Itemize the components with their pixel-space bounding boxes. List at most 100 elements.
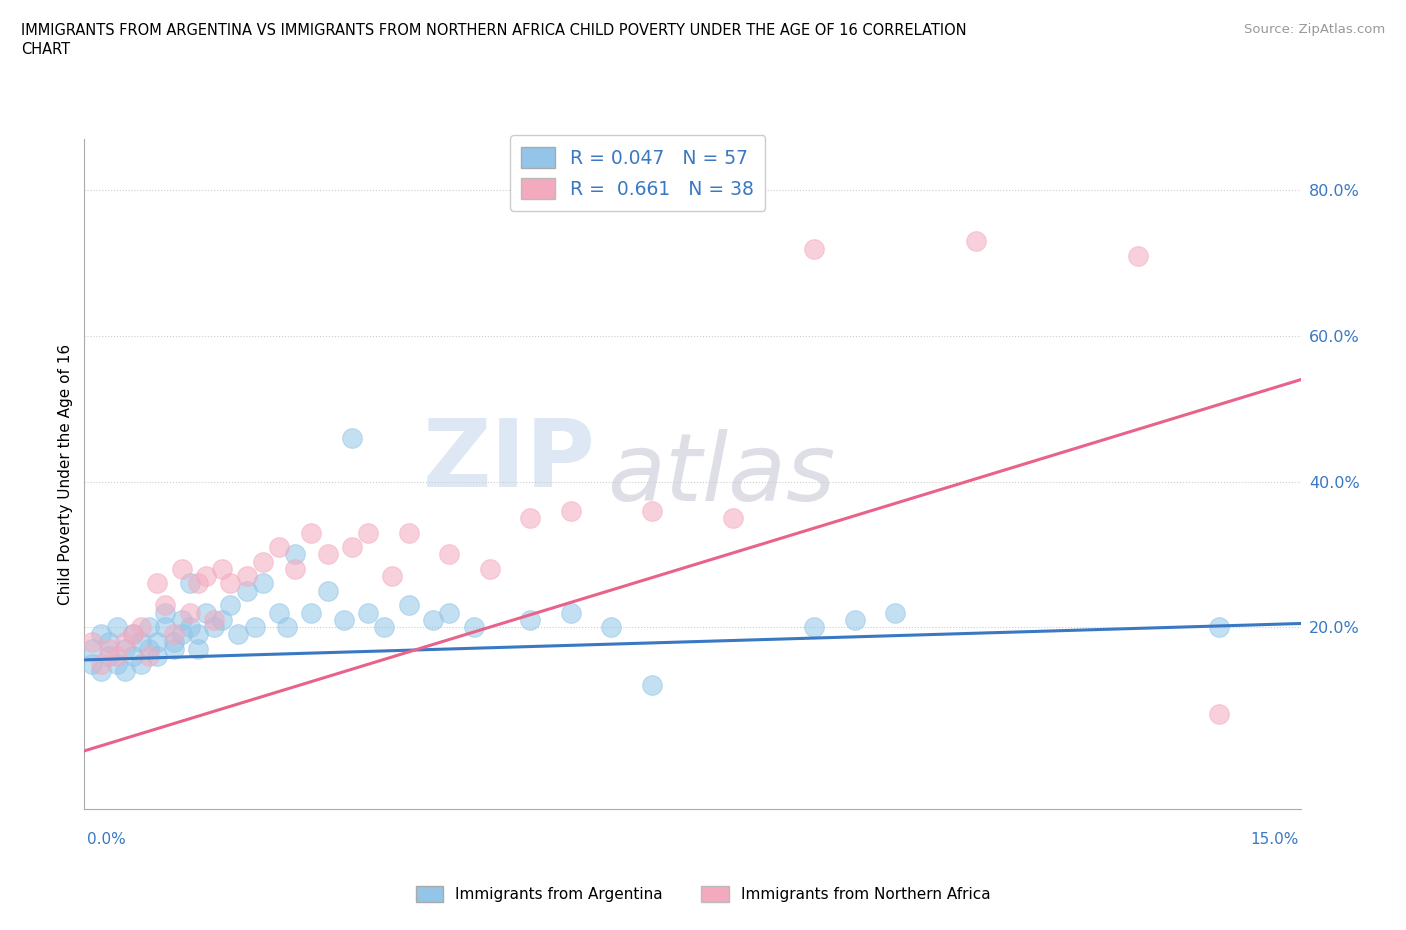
Point bbox=[90, 656, 112, 671]
Point bbox=[252, 576, 274, 591]
Legend: R = 0.047   N = 57, R =  0.661   N = 38: R = 0.047 N = 57, R = 0.661 N = 38 bbox=[510, 136, 765, 211]
Point bbox=[243, 619, 266, 634]
Point bbox=[114, 634, 136, 649]
Point bbox=[1208, 707, 1230, 722]
Point bbox=[267, 605, 290, 620]
Point bbox=[187, 576, 209, 591]
Text: CHART: CHART bbox=[21, 42, 70, 57]
Point bbox=[721, 511, 744, 525]
Point bbox=[138, 649, 160, 664]
Point bbox=[211, 562, 233, 577]
Point bbox=[146, 576, 169, 591]
Point bbox=[560, 605, 582, 620]
Point bbox=[122, 649, 145, 664]
Point bbox=[228, 627, 250, 642]
Y-axis label: Child Poverty Under the Age of 16: Child Poverty Under the Age of 16 bbox=[58, 344, 73, 604]
Text: IMMIGRANTS FROM ARGENTINA VS IMMIGRANTS FROM NORTHERN AFRICA CHILD POVERTY UNDER: IMMIGRANTS FROM ARGENTINA VS IMMIGRANTS … bbox=[21, 23, 967, 38]
Point bbox=[284, 547, 307, 562]
Point bbox=[187, 642, 209, 657]
Point bbox=[1128, 248, 1150, 263]
Point bbox=[357, 605, 380, 620]
Point bbox=[519, 613, 541, 628]
Point bbox=[170, 627, 193, 642]
Point bbox=[146, 634, 169, 649]
Point bbox=[641, 503, 664, 518]
Point bbox=[97, 634, 120, 649]
Point bbox=[600, 619, 623, 634]
Point bbox=[340, 539, 363, 554]
Point bbox=[398, 598, 420, 613]
Point bbox=[316, 583, 339, 598]
Point bbox=[138, 619, 160, 634]
Point bbox=[90, 627, 112, 642]
Point bbox=[333, 613, 356, 628]
Point bbox=[97, 642, 120, 657]
Point bbox=[122, 627, 145, 642]
Point bbox=[105, 649, 128, 664]
Point bbox=[138, 642, 160, 657]
Point bbox=[422, 613, 444, 628]
Point bbox=[284, 562, 307, 577]
Point bbox=[398, 525, 420, 540]
Point bbox=[235, 569, 257, 584]
Text: atlas: atlas bbox=[607, 429, 835, 520]
Text: 0.0%: 0.0% bbox=[87, 832, 127, 847]
Point bbox=[82, 656, 104, 671]
Point bbox=[357, 525, 380, 540]
Point bbox=[114, 642, 136, 657]
Point bbox=[560, 503, 582, 518]
Point bbox=[211, 613, 233, 628]
Point bbox=[202, 619, 225, 634]
Point bbox=[219, 598, 242, 613]
Point bbox=[235, 583, 257, 598]
Point bbox=[114, 663, 136, 678]
Point bbox=[162, 642, 184, 657]
Point bbox=[381, 569, 404, 584]
Point bbox=[162, 634, 184, 649]
Point bbox=[179, 576, 201, 591]
Point bbox=[202, 613, 225, 628]
Point bbox=[90, 663, 112, 678]
Point bbox=[299, 605, 322, 620]
Point bbox=[129, 634, 152, 649]
Point bbox=[129, 656, 152, 671]
Point bbox=[155, 619, 177, 634]
Point bbox=[82, 634, 104, 649]
Point bbox=[179, 605, 201, 620]
Point bbox=[252, 554, 274, 569]
Point bbox=[122, 627, 145, 642]
Point bbox=[884, 605, 907, 620]
Point bbox=[1208, 619, 1230, 634]
Point bbox=[340, 431, 363, 445]
Point bbox=[219, 576, 242, 591]
Point bbox=[478, 562, 501, 577]
Point bbox=[146, 649, 169, 664]
Point bbox=[170, 613, 193, 628]
Point bbox=[179, 619, 201, 634]
Point bbox=[267, 539, 290, 554]
Text: ZIP: ZIP bbox=[422, 415, 595, 507]
Point bbox=[129, 619, 152, 634]
Point bbox=[162, 627, 184, 642]
Point bbox=[803, 619, 825, 634]
Point bbox=[965, 234, 987, 249]
Point bbox=[194, 605, 218, 620]
Point bbox=[439, 547, 461, 562]
Point bbox=[463, 619, 485, 634]
Point bbox=[105, 656, 128, 671]
Point bbox=[194, 569, 218, 584]
Point bbox=[105, 619, 128, 634]
Legend: Immigrants from Argentina, Immigrants from Northern Africa: Immigrants from Argentina, Immigrants fr… bbox=[409, 880, 997, 909]
Point bbox=[187, 627, 209, 642]
Text: 15.0%: 15.0% bbox=[1251, 832, 1299, 847]
Point bbox=[641, 678, 664, 693]
Point bbox=[170, 562, 193, 577]
Point bbox=[373, 619, 395, 634]
Point bbox=[439, 605, 461, 620]
Point bbox=[155, 598, 177, 613]
Point bbox=[844, 613, 866, 628]
Point bbox=[82, 642, 104, 657]
Point bbox=[276, 619, 298, 634]
Point bbox=[97, 649, 120, 664]
Point bbox=[519, 511, 541, 525]
